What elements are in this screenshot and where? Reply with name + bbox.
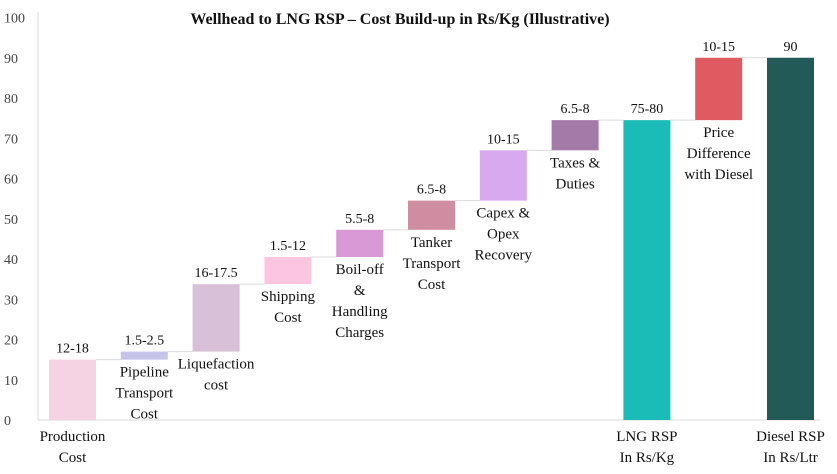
value-label: 6.5-8 <box>561 102 590 117</box>
value-label: 90 <box>784 40 798 55</box>
category-label-line: Capex & <box>476 206 530 222</box>
category-label: Liquefaction cost <box>178 357 255 394</box>
y-axis-ticks: 0 10 20 30 40 50 60 70 80 90 100 <box>4 12 25 430</box>
y-tick-label: 100 <box>4 12 25 27</box>
value-label: 12-18 <box>56 342 89 357</box>
category-label-line: Price <box>703 125 734 141</box>
category-label-line: In Rs/Kg <box>620 450 675 466</box>
category-label: Tanker Transport Cost <box>403 235 462 293</box>
category-label-line: Shipping <box>261 289 316 305</box>
value-label: 5.5-8 <box>345 212 374 227</box>
y-tick-label: 50 <box>4 213 18 228</box>
value-label: 10-15 <box>487 132 520 147</box>
category-label: Production Cost <box>40 429 106 466</box>
category-label-line: with Diesel <box>684 167 753 183</box>
category-label-line: Transport <box>115 386 174 402</box>
bar <box>120 351 168 360</box>
value-label: 1.5-12 <box>270 239 306 254</box>
y-tick-label: 80 <box>4 92 18 107</box>
y-tick-label: 0 <box>4 414 11 429</box>
value-label: 75-80 <box>631 102 664 117</box>
category-label-line: Diesel RSP <box>756 429 825 445</box>
category-label-line: Recovery <box>475 248 533 264</box>
category-label: Taxes & Duties <box>550 155 601 192</box>
category-label-line: Pipeline <box>120 365 170 381</box>
bar <box>336 229 384 257</box>
bar <box>623 120 671 420</box>
category-label-line: Transport <box>403 256 462 272</box>
category-label-line: Cost <box>131 407 159 423</box>
bar <box>192 284 240 352</box>
y-tick-label: 70 <box>4 132 18 147</box>
category-label-line: Opex <box>487 227 520 243</box>
category-label-line: Taxes & <box>550 155 601 171</box>
bar <box>551 120 599 151</box>
category-label-line: Production <box>40 429 106 445</box>
connector-lines <box>96 57 767 361</box>
bar <box>695 57 743 121</box>
category-label-line: Handling <box>332 304 388 320</box>
category-label-line: Boil-off <box>336 262 384 278</box>
chart-title: Wellhead to LNG RSP – Cost Build-up in R… <box>190 11 609 28</box>
category-label: Price Difference with Diesel <box>684 125 753 183</box>
category-label-line: Tanker <box>411 235 452 251</box>
y-tick-label: 30 <box>4 293 18 308</box>
y-tick-label: 10 <box>4 374 18 389</box>
category-label-line: Cost <box>59 450 87 466</box>
category-label: Shipping Cost <box>261 289 316 326</box>
category-label-line: Difference <box>687 146 751 162</box>
category-labels: Production Cost Pipeline Transport Cost Lique… <box>40 125 825 466</box>
y-tick-label: 20 <box>4 334 18 349</box>
category-label: Capex & Opex Recovery <box>475 206 533 264</box>
bar <box>264 256 312 285</box>
category-label-line: Cost <box>418 277 446 293</box>
category-label: Diesel RSP In Rs/Ltr <box>756 429 825 466</box>
bars <box>49 57 814 420</box>
category-label-line: & <box>354 283 366 299</box>
category-label: Boil-off & Handling Charges <box>332 262 388 341</box>
category-label-line: In Rs/Ltr <box>763 450 818 466</box>
bar <box>479 150 527 201</box>
y-tick-label: 60 <box>4 173 18 188</box>
category-label-line: Charges <box>335 325 384 341</box>
category-label-line: LNG RSP <box>616 429 677 445</box>
y-tick-label: 40 <box>4 253 18 268</box>
value-labels: 12-18 1.5-2.5 16-17.5 1.5-12 5.5-8 6.5-8 10-15… <box>56 40 797 357</box>
category-label: Pipeline Transport Cost <box>115 365 174 423</box>
category-label-line: Duties <box>556 176 595 192</box>
bar <box>49 359 96 420</box>
y-tick-label: 90 <box>4 52 18 67</box>
value-label: 10-15 <box>702 40 735 55</box>
category-label-line: Liquefaction <box>178 357 255 373</box>
category-label-line: cost <box>204 378 229 394</box>
category-label: LNG RSP In Rs/Kg <box>616 429 677 466</box>
value-label: 1.5-2.5 <box>124 334 164 349</box>
category-label-line: Cost <box>274 310 302 326</box>
value-label: 6.5-8 <box>417 183 446 198</box>
bar <box>767 57 814 420</box>
bar <box>408 200 455 230</box>
value-label: 16-17.5 <box>195 266 238 281</box>
